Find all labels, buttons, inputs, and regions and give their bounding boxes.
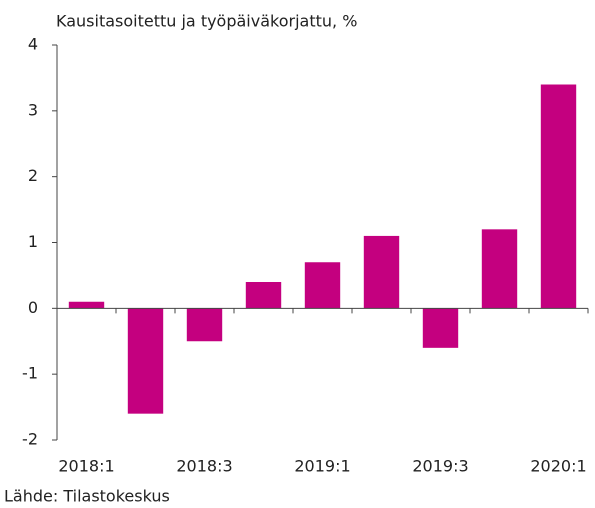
x-tick-label: 2019:3 bbox=[412, 457, 468, 476]
bar bbox=[481, 229, 518, 309]
bar bbox=[363, 235, 400, 309]
source: Lähde: Tilastokeskus bbox=[4, 487, 170, 506]
y-tick-label: 4 bbox=[28, 35, 38, 54]
y-tick-label: 0 bbox=[28, 298, 38, 317]
chart-title: Kausitasoitettu ja työpäiväkorjattu, % bbox=[56, 12, 357, 31]
y-tick-label: 1 bbox=[28, 232, 38, 251]
bar bbox=[186, 308, 223, 342]
x-tick-label: 2018:3 bbox=[176, 457, 232, 476]
y-tick-label: -2 bbox=[22, 430, 38, 449]
y-tick-label: 2 bbox=[28, 166, 38, 185]
bar bbox=[127, 308, 164, 414]
x-tick-label: 2018:1 bbox=[58, 457, 114, 476]
bar bbox=[422, 308, 459, 348]
x-tick-label: 2019:1 bbox=[294, 457, 350, 476]
bar bbox=[68, 301, 105, 309]
bar bbox=[245, 282, 282, 309]
bar bbox=[540, 84, 577, 309]
y-tick-label: 3 bbox=[28, 100, 38, 119]
x-tick-label: 2020:1 bbox=[530, 457, 586, 476]
bar bbox=[304, 262, 341, 309]
y-tick-label: -1 bbox=[22, 364, 38, 383]
